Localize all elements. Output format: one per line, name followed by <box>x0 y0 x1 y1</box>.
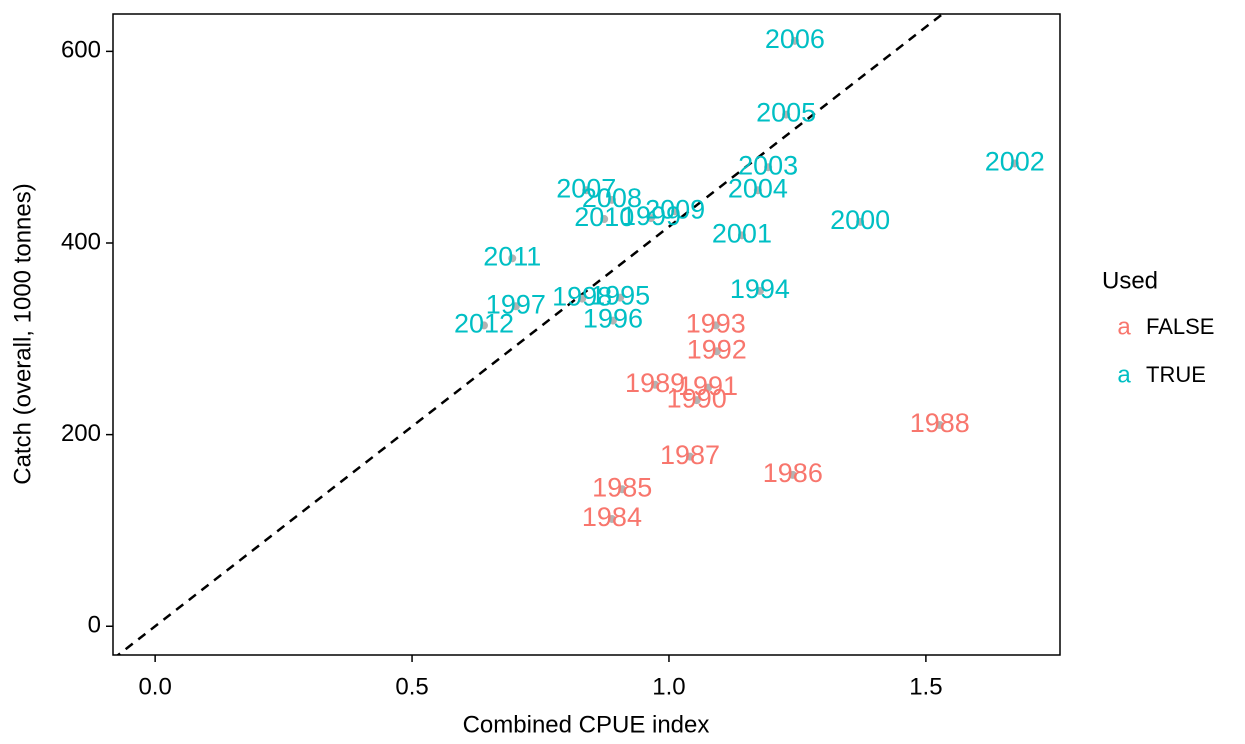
point <box>737 231 746 240</box>
point-label: 1989 <box>625 368 685 398</box>
y-tick-label: 400 <box>61 228 101 255</box>
x-tick-label: 1.5 <box>909 673 942 700</box>
point-label: 1993 <box>686 309 746 339</box>
point <box>511 302 520 311</box>
point <box>692 396 701 405</box>
x-tick-label: 1.0 <box>652 673 685 700</box>
point <box>704 383 713 392</box>
point <box>508 254 517 263</box>
point-label: 1984 <box>582 502 642 532</box>
point <box>616 293 625 302</box>
point-label: 2001 <box>712 218 772 248</box>
point <box>671 207 680 216</box>
point <box>1010 159 1019 168</box>
point-label: 1991 <box>678 371 738 401</box>
point-label: 1997 <box>486 289 546 319</box>
legend-glyph: a <box>1117 313 1131 340</box>
legend-label: FALSE <box>1146 314 1214 339</box>
legend-title: Used <box>1102 267 1158 294</box>
point-label: 2007 <box>556 173 616 203</box>
point <box>790 36 799 45</box>
y-tick-label: 0 <box>88 612 101 639</box>
point <box>607 514 616 523</box>
point-label: 2004 <box>728 173 788 203</box>
point <box>782 110 791 119</box>
point-label: 2000 <box>830 205 890 235</box>
point-label: 2010 <box>574 202 634 232</box>
point <box>582 186 591 195</box>
x-tick-label: 0.0 <box>138 673 171 700</box>
y-tick-label: 600 <box>61 37 101 64</box>
point-label: 2012 <box>454 309 514 339</box>
point-label: 1992 <box>687 334 747 364</box>
point-label: 2003 <box>738 150 798 180</box>
point <box>618 485 627 494</box>
legend-glyph: a <box>1117 361 1131 388</box>
point-label: 1988 <box>910 408 970 438</box>
point <box>753 186 762 195</box>
point-label: 2002 <box>985 147 1045 177</box>
point <box>608 316 617 325</box>
y-tick-label: 200 <box>61 420 101 447</box>
point-label: 1990 <box>667 383 727 413</box>
point <box>764 163 773 172</box>
point <box>607 195 616 204</box>
reference-line <box>116 14 945 655</box>
point-label: 1999 <box>621 201 681 231</box>
point <box>788 470 797 479</box>
point-label: 1987 <box>660 440 720 470</box>
point <box>646 214 655 223</box>
point-label: 1986 <box>763 458 823 488</box>
point-label: 1994 <box>730 274 790 304</box>
point-label: 2009 <box>645 195 705 225</box>
point <box>651 380 660 389</box>
point <box>479 321 488 330</box>
point <box>686 452 695 461</box>
point <box>755 286 764 295</box>
point-label: 1995 <box>590 281 650 311</box>
x-axis-label: Combined CPUE index <box>463 711 710 738</box>
point <box>711 321 720 330</box>
point <box>935 421 944 430</box>
point-label: 1998 <box>552 282 612 312</box>
point-label: 1996 <box>583 304 643 334</box>
point-label: 2005 <box>756 98 816 128</box>
point <box>856 217 865 226</box>
legend-label: TRUE <box>1146 362 1206 387</box>
point-label: 2008 <box>582 183 642 213</box>
y-axis-label: Catch (overall, 1000 tonnes) <box>9 183 36 485</box>
point-label: 2011 <box>483 241 541 271</box>
point <box>600 215 609 224</box>
x-tick-label: 0.5 <box>395 673 428 700</box>
point-label: 1985 <box>592 472 652 502</box>
panel-border <box>112 13 1061 656</box>
point <box>712 347 721 356</box>
point <box>578 294 587 303</box>
point-label: 2006 <box>765 24 825 54</box>
